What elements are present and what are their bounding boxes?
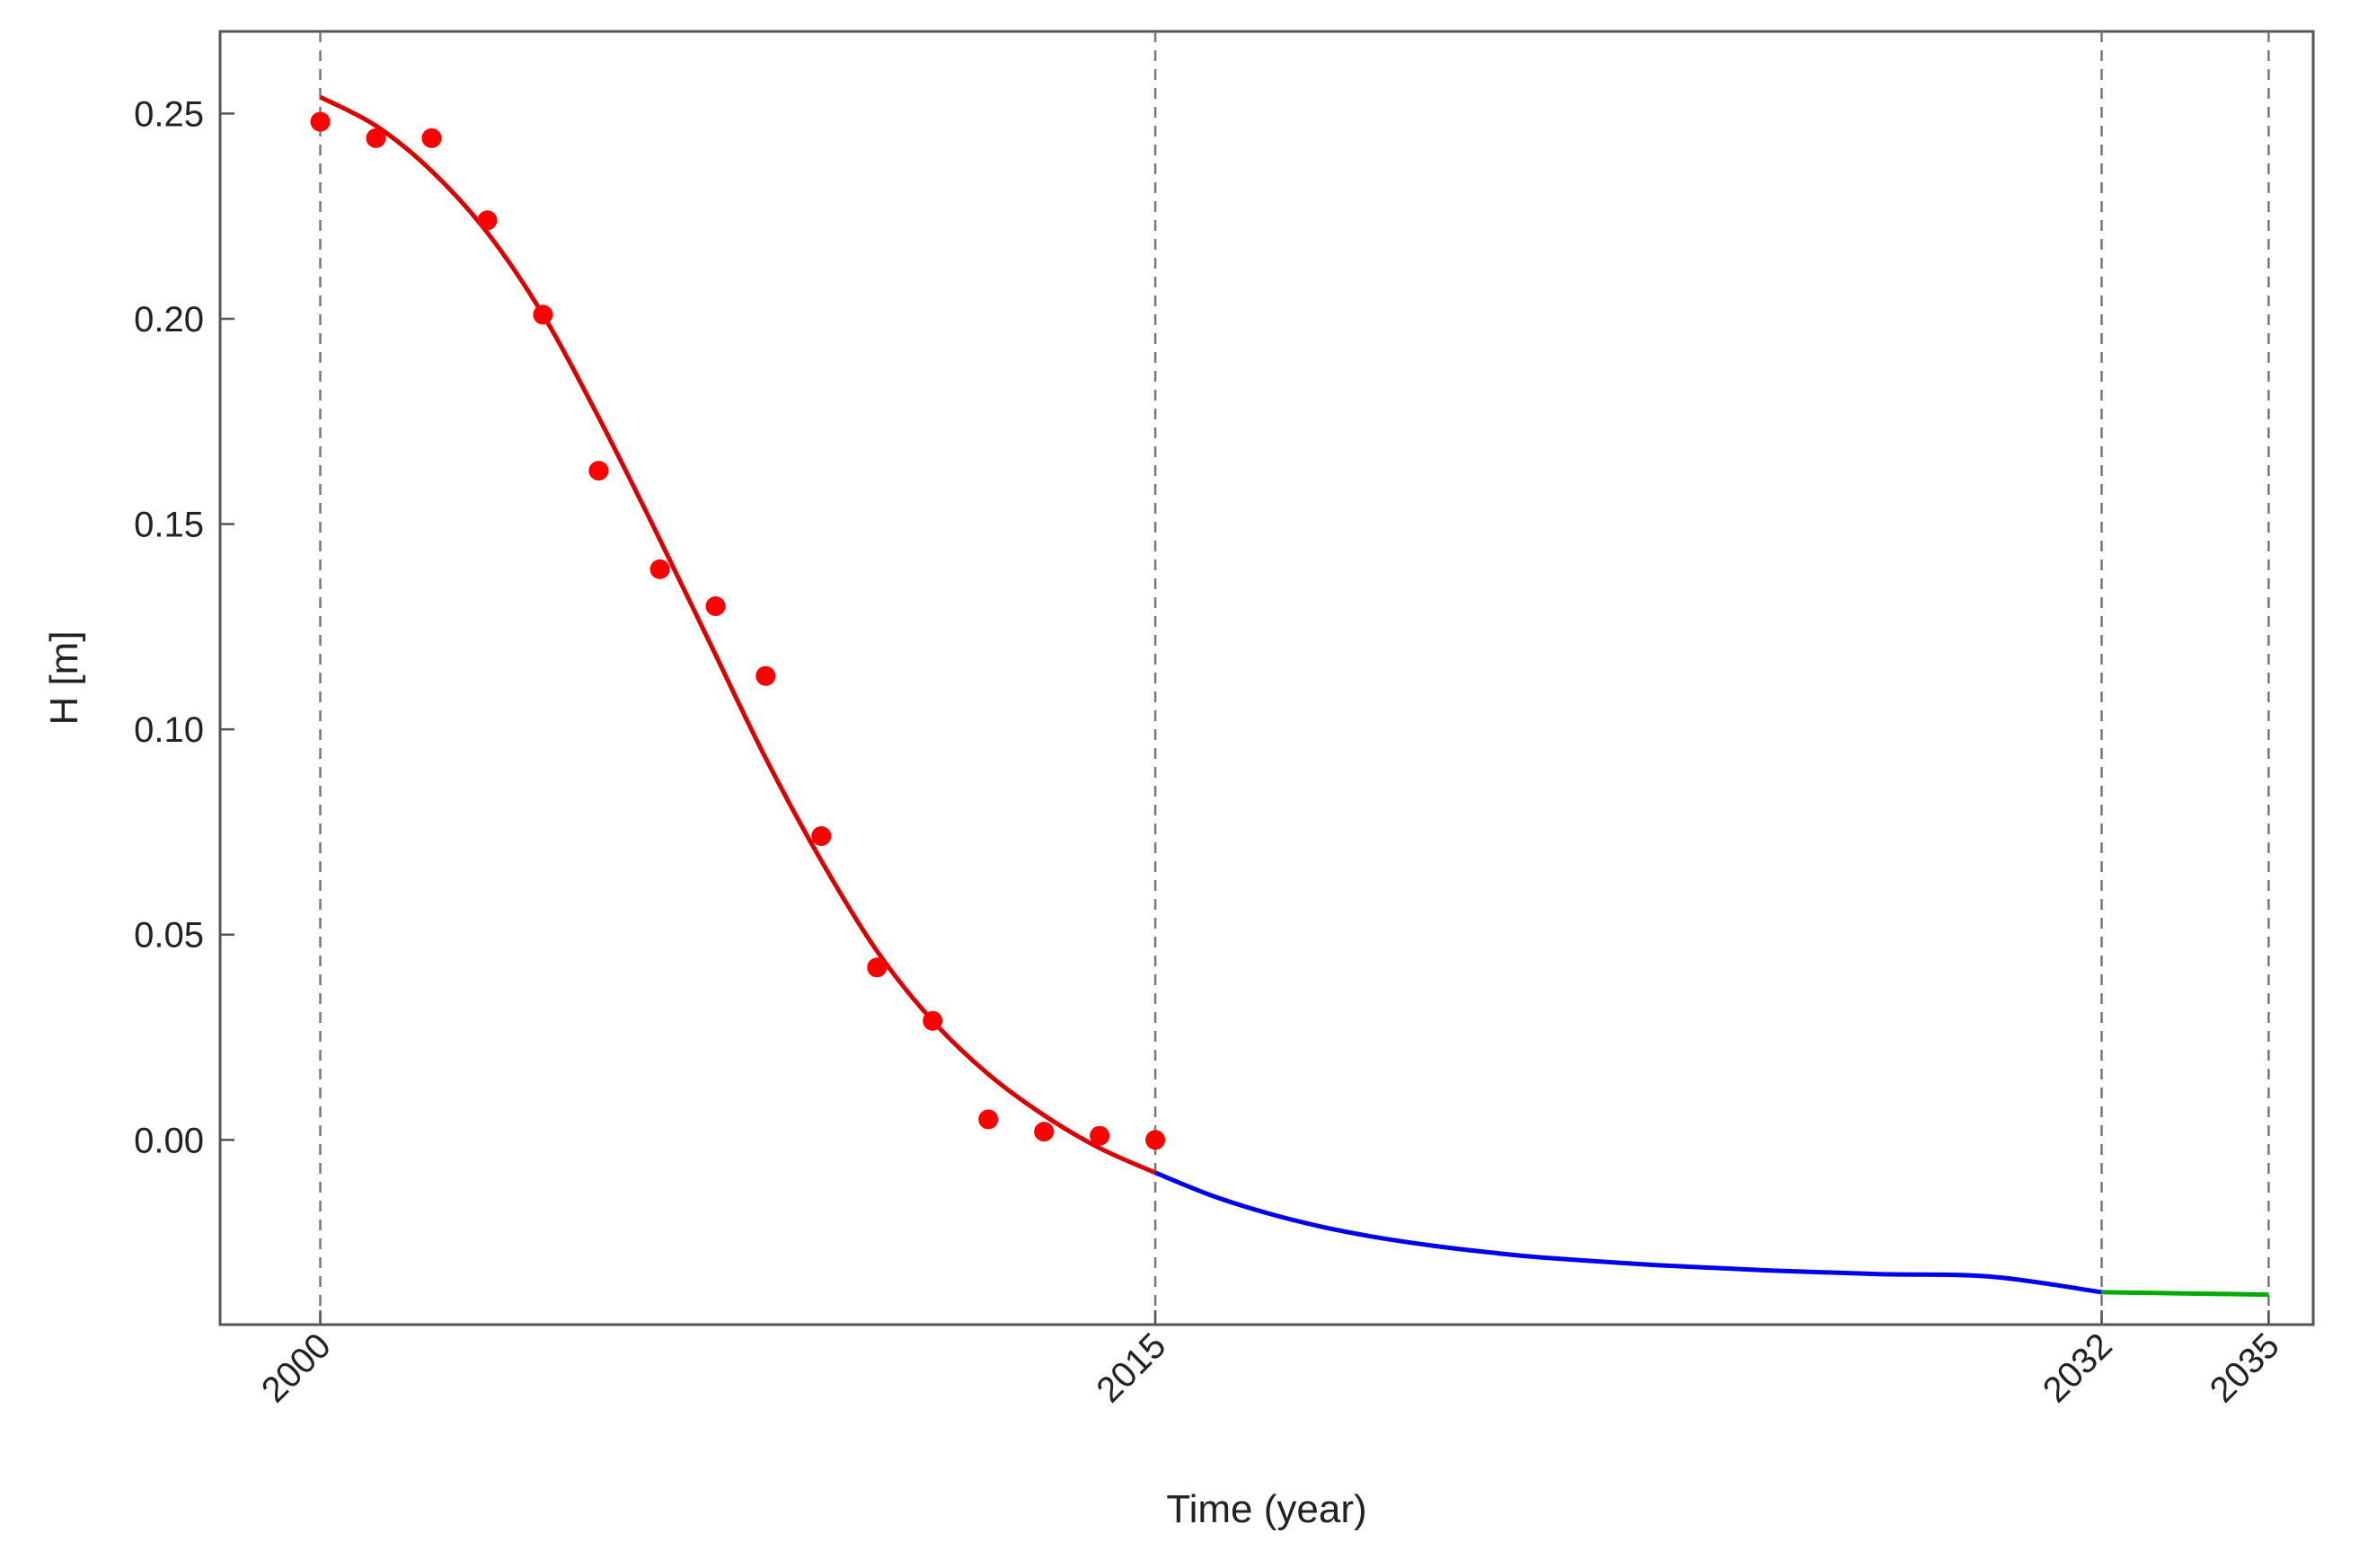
series-line-1 (319, 94, 1157, 1176)
plot-frame (218, 30, 2315, 1326)
reference-lines (319, 31, 2270, 1325)
data-point (811, 826, 832, 846)
x-tick-label: 2035 (2203, 1326, 2287, 1410)
series-line-3 (2101, 1290, 2269, 1298)
x-axis-title: Time (year) (1166, 1487, 1366, 1531)
y-tick-label: 0.20 (134, 300, 204, 339)
data-point (1145, 1130, 1166, 1150)
series-layer (310, 94, 2269, 1298)
data-point (755, 665, 776, 686)
y-tick-label: 0.05 (134, 916, 204, 956)
data-point (649, 559, 670, 579)
y-tick-label: 0.00 (134, 1121, 204, 1160)
x-tick-label: 2032 (2036, 1326, 2120, 1410)
data-point (366, 128, 386, 148)
data-point (1090, 1125, 1110, 1146)
data-point (1034, 1122, 1055, 1142)
data-point (310, 111, 331, 132)
x-tick-label: 2000 (254, 1326, 339, 1410)
y-axis: 0.00 0.05 0.10 0.15 0.20 0.25 (134, 94, 234, 1160)
y-tick-label: 0.25 (134, 94, 204, 134)
y-axis-title: H [m] (42, 630, 86, 725)
y-tick-label: 0.10 (134, 710, 204, 750)
data-point (477, 210, 498, 231)
data-point (421, 128, 442, 148)
y-tick-label: 0.15 (134, 506, 204, 545)
data-point (978, 1109, 999, 1130)
data-point (923, 1010, 943, 1031)
series-line-2 (1154, 1170, 2102, 1295)
data-point (705, 596, 726, 616)
data-point (533, 304, 553, 325)
x-tick-label: 2015 (1089, 1326, 1173, 1410)
data-point (867, 957, 888, 978)
data-point (588, 461, 609, 481)
